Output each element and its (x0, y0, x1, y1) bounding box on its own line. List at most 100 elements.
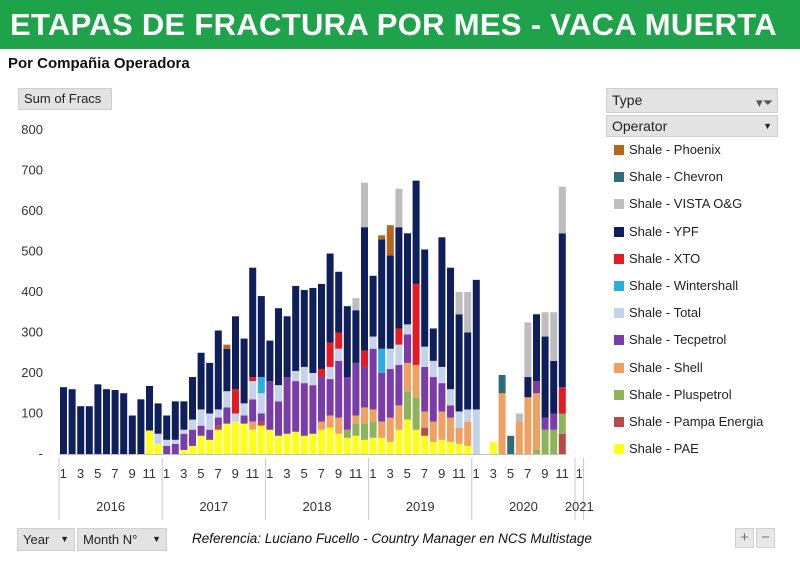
legend-item-chevron: Shale - Chevron (614, 169, 723, 187)
bar-segment-ypf (429, 328, 437, 361)
bar-segment-shell (464, 421, 472, 446)
bar-segment-ypf (180, 401, 188, 430)
legend-label: Shale - VISTA O&G (629, 196, 743, 212)
operator-filter-button[interactable]: Operator ▼ (606, 115, 778, 137)
page-title: ETAPAS DE FRACTURA POR MES - VACA MUERTA (10, 7, 777, 42)
bar-segment-pae (438, 439, 446, 454)
bar-segment-shell (395, 405, 403, 430)
title-banner: ETAPAS DE FRACTURA POR MES - VACA MUERTA (0, 0, 800, 49)
legend-swatch (614, 226, 624, 237)
bar-segment-vista (515, 413, 523, 422)
bar-segment-shell (498, 393, 506, 454)
legend-label: Shale - Phoenix (629, 142, 721, 157)
values-field-button[interactable]: Sum of Fracs (18, 88, 112, 110)
bar-segment-tecpetrol (189, 429, 196, 446)
bar-segment-xto (361, 350, 368, 367)
month-tick-label: 5 (94, 466, 101, 481)
month-tick-label: 7 (318, 466, 325, 481)
bar-segment-ypf (378, 239, 386, 349)
bar-segment-xto (232, 389, 239, 414)
bar-segment-tecpetrol (206, 429, 214, 440)
bar-segment-tecpetrol (438, 383, 446, 412)
bar-segment-total (180, 429, 188, 434)
year-button[interactable]: Year ▼ (17, 528, 75, 551)
month-button[interactable]: Month N° ▼ (77, 528, 167, 551)
bar-segment-tecpetrol (429, 377, 437, 422)
bar-segment-tecpetrol (386, 368, 394, 418)
bar-segment-ypf (309, 287, 317, 373)
month-tick-label: 5 (300, 466, 307, 481)
bar-segment-total (189, 419, 196, 430)
bar-segment-ypf (472, 279, 480, 410)
bar-segment-shell (404, 362, 411, 392)
legend-swatch (614, 172, 624, 183)
zoom-out-button[interactable]: − (756, 528, 775, 548)
bar-segment-vista (395, 188, 403, 228)
bar-segment-ypf (120, 393, 128, 454)
bar-segment-xto (412, 283, 420, 365)
bar-segment-total (163, 439, 171, 446)
bar-segment-pae (283, 433, 291, 454)
bar-segment-tecpetrol (550, 413, 558, 430)
bar-segment-tecpetrol (275, 401, 282, 436)
legend-item-pampa: Shale - Pampa Energia (614, 414, 763, 432)
bar-segment-pae (352, 435, 360, 454)
bar-segment-pampa (257, 421, 265, 426)
legend-label: Shale - Chevron (629, 169, 723, 185)
bar-segment-vista (541, 312, 549, 337)
year-label: 2020 (509, 499, 538, 514)
bar-segment-pae (249, 429, 257, 454)
bar-segment-tecpetrol (335, 360, 343, 418)
year-button-label: Year (23, 532, 50, 547)
bar-segment-ypf (447, 267, 454, 390)
bar-segment-pae (300, 435, 308, 454)
legend-swatch (614, 281, 624, 291)
bar-segment-ypf (412, 180, 420, 284)
bar-segment-total (386, 348, 394, 369)
bar-segment-shell (515, 421, 523, 454)
bar-segment-pampa (421, 427, 429, 436)
bar-segment-tecpetrol (318, 377, 325, 422)
bar-segment-ypf (464, 332, 472, 410)
bar-segment-ypf (369, 275, 377, 337)
bar-segment-total (472, 409, 480, 454)
bar-segment-pluspetrol (352, 423, 360, 436)
bar-segment-pae (206, 439, 214, 454)
y-tick-label: 600 (21, 203, 43, 218)
bar-segment-total (395, 344, 403, 365)
y-tick-label: 300 (21, 325, 43, 340)
bar-segment-ypf (404, 233, 411, 325)
bar-segment-tecpetrol (223, 407, 231, 424)
bar-segment-tecpetrol (352, 362, 360, 416)
bar-segment-ypf (214, 330, 222, 410)
bar-segment-pampa (558, 433, 566, 454)
bar-segment-shell (412, 364, 420, 398)
bar-segment-pluspetrol (533, 449, 540, 454)
bar-segment-pampa (214, 425, 222, 430)
legend-swatch (614, 444, 624, 455)
month-tick-label: 7 (421, 466, 428, 481)
type-filter-button[interactable]: Type ▾⏷ (606, 88, 778, 113)
bar-segment-tecpetrol (361, 366, 368, 408)
legend-item-ypf: Shale - YPF (614, 224, 699, 242)
bar-segment-pluspetrol (550, 429, 558, 454)
bar-segment-pae (490, 441, 497, 454)
bar-segment-ypf (343, 306, 351, 378)
bar-segment-pae (447, 441, 454, 454)
year-label: 2017 (199, 499, 228, 514)
bar-segment-total (447, 389, 454, 406)
bar-segment-phoenix (223, 344, 231, 349)
bar-segment-total (429, 360, 437, 378)
month-tick-label: 11 (452, 466, 466, 481)
bar-segment-shell (438, 411, 446, 440)
bar-segment-shell (524, 397, 532, 454)
bar-segment-pae (189, 445, 196, 454)
year-label: 2016 (96, 499, 125, 514)
legend-label: Shale - Total (629, 305, 702, 321)
bar-segment-xto (335, 332, 343, 349)
zoom-in-button[interactable]: + (735, 528, 754, 548)
bar-segment-vista (361, 182, 368, 228)
bar-segment-pae (154, 443, 162, 454)
legend-item-shell: Shale - Shell (614, 360, 703, 378)
bar-segment-ypf (533, 314, 540, 382)
